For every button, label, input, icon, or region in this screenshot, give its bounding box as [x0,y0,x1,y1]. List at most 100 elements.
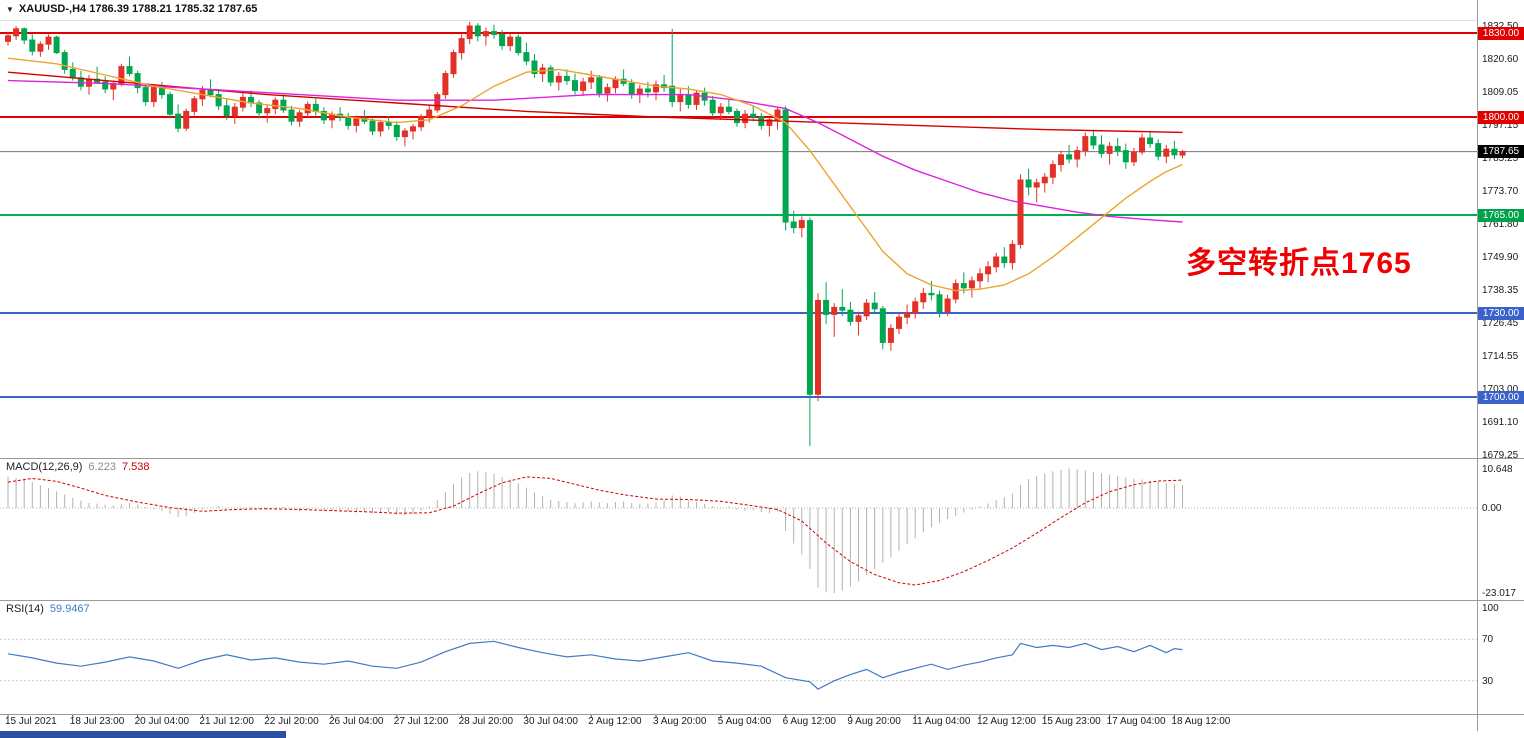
time-axis-label: 3 Aug 20:00 [653,716,707,727]
candle-body [482,31,489,37]
rsi-axis-label: 70 [1482,634,1494,646]
candle-body [766,119,773,126]
candle-body [936,294,943,313]
candle-body [758,116,765,126]
price-tag-1730.00: 1730.00 [1478,306,1524,320]
price-axis-label: 1714.55 [1482,351,1519,363]
candle-body [1122,150,1129,163]
candle-body [21,28,28,41]
price-axis-label: 1738.35 [1482,284,1519,296]
rsi-line [7,640,1183,690]
candle-body [1090,136,1097,146]
ma-mid-magenta-line [7,79,1183,223]
time-axis-label: 12 Aug 12:00 [977,716,1036,727]
candle-body [1001,256,1008,264]
chart-annotation-text: 多空转折点1765 [1186,247,1412,280]
candle-body [418,116,425,128]
candle-body [207,89,214,96]
candle-body [798,220,805,229]
candle-body [644,88,651,93]
time-axis-label: 21 Jul 12:00 [199,716,254,727]
candle-body [320,110,327,121]
candle-body [53,36,60,54]
candle-body [458,38,465,54]
candle-body [5,35,11,42]
candle-body [1098,144,1105,154]
candle-body [312,103,319,112]
candle-body [547,67,554,83]
price-axis-label: 1761.80 [1482,218,1519,230]
candle-body [134,73,141,89]
price-axis-label: 1797.15 [1482,119,1519,131]
symbol-dropdown-icon[interactable]: ▼ [6,5,14,14]
candle-body [806,220,813,395]
candle-body [345,116,352,126]
ma-fast-orange-line [7,57,1183,292]
chart-title: ▼ XAUUSD-,H4 1786.39 1788.21 1785.32 1787… [6,3,257,15]
candle-body [369,120,376,132]
candle-body [588,77,595,83]
candle-body [69,68,76,79]
candle-body [1163,148,1170,157]
candle-body [572,80,578,91]
price-tag-1830.00: 1830.00 [1478,26,1524,40]
candle-body [920,292,927,303]
candle-body [596,77,603,94]
rsi-axis-label: 30 [1482,675,1494,687]
candle-body [13,28,20,37]
candle-body [401,130,408,138]
price-axis-border [1477,0,1478,731]
candle-body [839,306,846,311]
candle-body [977,273,983,282]
candle-body [410,126,416,132]
candle-body [280,99,287,111]
time-axis-label: 11 Aug 04:00 [912,716,971,727]
candle-body [1009,243,1016,264]
candle-body [669,85,676,103]
candle-body [1130,151,1137,163]
macd-axis-label: 10.648 [1482,463,1513,475]
candle-body [612,78,619,89]
candle-body [353,117,360,126]
candle-body [604,87,611,94]
candle-body [167,94,173,115]
candle-body [150,87,157,103]
candle-body [912,301,919,314]
candle-body [183,110,190,129]
candle-body [393,124,400,138]
macd-axis-label: -23.017 [1482,588,1516,600]
candle-body [725,106,732,112]
chart-canvas[interactable] [0,0,1477,731]
candle-body [774,109,781,121]
time-axis-label: 6 Aug 12:00 [782,716,836,727]
candle-body [1179,151,1186,156]
candle-body [304,103,311,114]
candle-body [928,292,935,296]
time-axis-label: 22 Jul 20:00 [264,716,319,727]
candle-body [782,109,789,223]
candle-body [823,299,830,315]
candle-body [102,81,109,90]
candle-body [296,112,303,122]
panel-divider-main-macd[interactable] [0,458,1524,459]
candle-body [434,94,441,111]
taskbar-strip[interactable] [0,731,286,738]
panel-divider-macd-rsi[interactable] [0,600,1524,601]
macd-name: MACD(12,26,9) [6,461,83,473]
time-axis-label: 28 Jul 20:00 [458,716,514,727]
candle-body [288,109,295,122]
candle-body [1025,179,1032,188]
candle-body [734,110,740,124]
candle-body [815,299,821,395]
time-axis-label: 30 Jul 04:00 [523,716,578,727]
candle-body [118,66,125,84]
candle-body [1082,136,1089,152]
candle-body [531,60,538,75]
candle-body [636,88,643,96]
candle-body [37,43,44,52]
candle-body [1033,182,1040,188]
candle-body [466,25,473,40]
candle-body [742,113,749,124]
candle-body [887,327,894,343]
rsi-value: 59.9467 [49,603,90,615]
